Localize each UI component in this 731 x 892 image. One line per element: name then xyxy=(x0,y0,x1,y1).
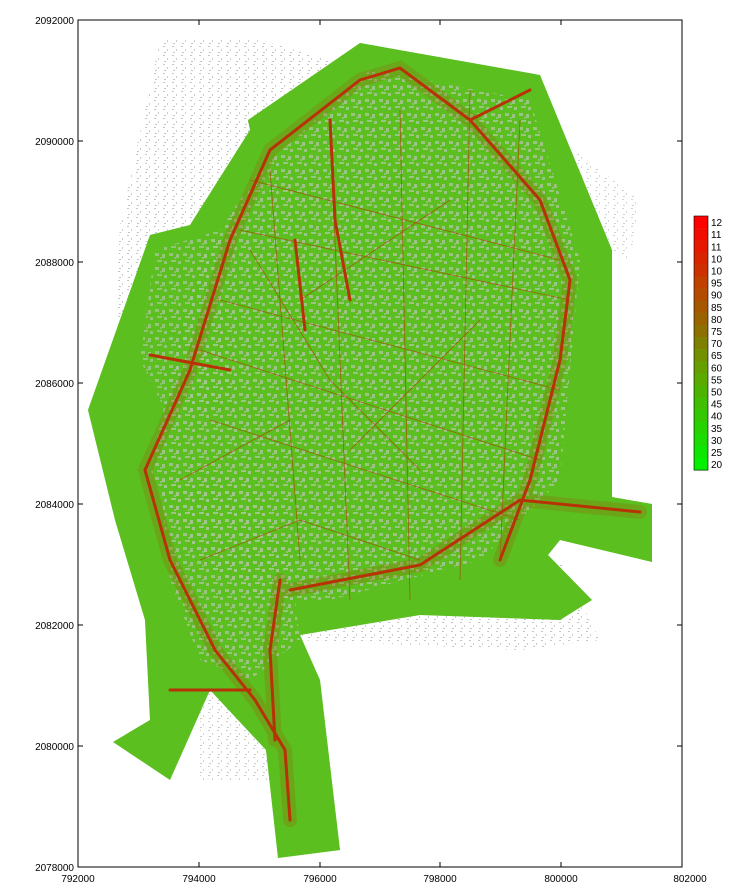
legend-swatch xyxy=(694,349,708,362)
legend-label: 50 xyxy=(711,388,723,399)
x-tick-label: 800000 xyxy=(544,874,578,885)
y-tick-label: 2088000 xyxy=(35,258,74,269)
legend-label: 55 xyxy=(711,375,723,386)
legend-swatch xyxy=(694,458,708,471)
y-tick-label: 2090000 xyxy=(35,137,74,148)
legend-label: 80 xyxy=(711,315,723,326)
legend-swatch xyxy=(694,240,708,253)
legend-label: 20 xyxy=(711,460,723,471)
legend-swatch xyxy=(694,276,708,289)
legend-label: 75 xyxy=(711,327,723,338)
legend-label: 11 xyxy=(711,242,722,253)
west-district xyxy=(140,230,230,420)
legend-label: 45 xyxy=(711,400,723,411)
legend-label: 30 xyxy=(711,436,723,447)
legend-swatch xyxy=(694,324,708,338)
legend-swatch xyxy=(694,264,708,277)
legend-swatch xyxy=(694,409,708,422)
x-axis-labels: 792000 794000 796000 798000 800000 80200… xyxy=(61,874,707,885)
legend-swatch xyxy=(694,373,708,386)
y-axis-labels: 2092000 2090000 2088000 2086000 2084000 … xyxy=(35,16,74,874)
color-legend: 1211111010959085807570656055504540353025… xyxy=(693,215,723,471)
legend-label: 40 xyxy=(711,412,723,423)
legend-swatch xyxy=(694,361,708,374)
legend-label: 95 xyxy=(711,279,723,290)
legend-swatch xyxy=(694,385,708,398)
legend-swatch xyxy=(694,288,708,301)
legend-swatch xyxy=(694,228,708,241)
legend-label: 12 xyxy=(711,218,723,229)
y-tick-label: 2082000 xyxy=(35,621,74,632)
y-tick-label: 2084000 xyxy=(35,500,74,511)
legend-swatch xyxy=(694,337,708,350)
y-tick-label: 2078000 xyxy=(35,863,74,874)
axis-ticks xyxy=(77,19,683,868)
y-tick-label: 2092000 xyxy=(35,16,74,27)
legend-label: 25 xyxy=(711,448,723,459)
legend-swatch xyxy=(694,312,708,326)
city-core xyxy=(150,70,580,600)
street-network xyxy=(179,89,571,601)
legend-label: 11 xyxy=(711,230,722,241)
legend-swatch xyxy=(694,216,708,229)
legend-border xyxy=(693,215,709,471)
legend-swatch xyxy=(694,433,708,447)
x-tick-label: 794000 xyxy=(182,874,216,885)
legend-swatch xyxy=(694,421,708,435)
y-tick-label: 2086000 xyxy=(35,379,74,390)
legend-label: 10 xyxy=(711,267,723,278)
x-tick-label: 802000 xyxy=(673,874,707,885)
legend-swatch xyxy=(694,397,708,410)
legend-swatch xyxy=(694,252,708,265)
y-tick-label: 2080000 xyxy=(35,742,74,753)
legend-label: 85 xyxy=(711,303,723,314)
legend-label: 70 xyxy=(711,339,723,350)
legend-label: 60 xyxy=(711,363,723,374)
legend-label: 35 xyxy=(711,424,723,435)
south-district xyxy=(160,470,300,680)
major-roads xyxy=(143,66,642,822)
legend-swatch xyxy=(694,300,708,314)
legend-swatch xyxy=(694,445,708,459)
x-tick-label: 792000 xyxy=(61,874,95,885)
x-tick-label: 798000 xyxy=(423,874,457,885)
x-tick-label: 796000 xyxy=(303,874,337,885)
legend-label: 90 xyxy=(711,291,723,302)
legend-label: 65 xyxy=(711,351,723,362)
legend-label: 10 xyxy=(711,254,723,265)
